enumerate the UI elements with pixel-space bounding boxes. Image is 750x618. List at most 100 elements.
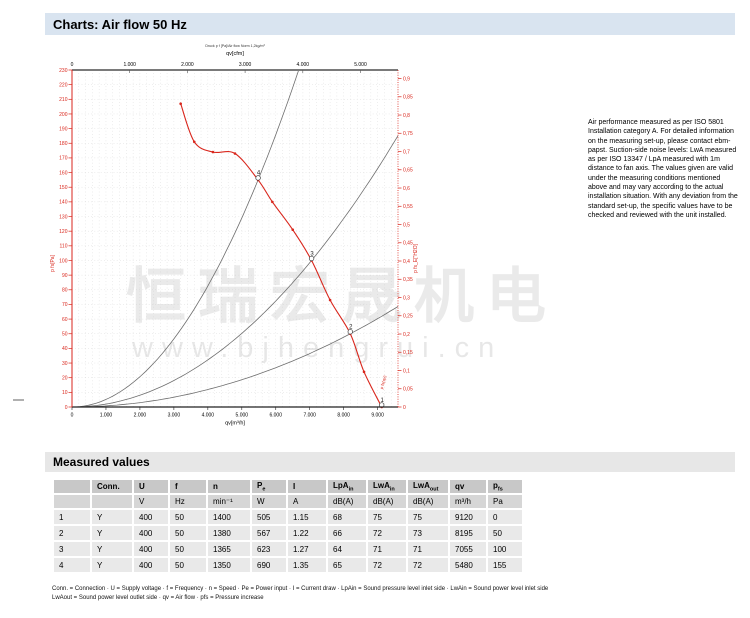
col-unit-7: dB(A) [328,495,366,508]
abbreviations-footnote: Conn. = Connection · U = Supply voltage … [52,585,742,603]
left-axis-tick-label: 120 [59,229,68,235]
measured-values-section-bar: Measured values [45,452,735,472]
cell-r3-c3: 50 [170,542,206,556]
right-axis-tick-label: 0,15 [403,350,413,356]
left-axis-tick-label: 10 [62,390,68,396]
cell-r4-c0: 4 [54,558,90,572]
top-axis-tick-label: 0 [71,62,74,68]
left-axis-tick-label: 150 [59,185,68,191]
col-unit-1 [92,495,132,508]
col-header-9: LwAout [408,480,448,493]
right-axis-tick-label: 0,25 [403,314,413,320]
left-axis-tick-label: 30 [62,361,68,367]
cell-r4-c11: 155 [488,558,522,572]
bottom-axis-tick-label: 0 [71,413,74,419]
page-margin-mark [13,399,24,401]
right-axis-tick-label: 0 [403,405,406,411]
top-axis-title: qv[cfm] [226,51,244,57]
cell-r3-c2: 400 [134,542,168,556]
cell-r1-c2: 400 [134,510,168,524]
cell-r3-c9: 71 [408,542,448,556]
left-axis-title: p fs[Pa] [50,254,56,272]
right-axis-tick-label: 0,55 [403,204,413,210]
cell-r4-c3: 50 [170,558,206,572]
left-axis-tick-label: 60 [62,317,68,323]
right-axis-tick-label: 0,35 [403,277,413,283]
col-header-0 [54,480,90,493]
left-axis-tick-label: 190 [59,126,68,132]
cell-r3-c7: 64 [328,542,366,556]
system-curve-1 [71,69,300,408]
operating-point-3 [308,255,315,262]
cell-r1-c3: 50 [170,510,206,524]
left-axis-tick-label: 220 [59,82,68,88]
bottom-axis-tick-label: 7.000 [303,413,316,419]
right-axis-tick-label: 0,75 [403,131,413,137]
cell-r4-c8: 72 [368,558,406,572]
bottom-axis-tick-label: 5.000 [236,413,249,419]
table-row-3: 3 Y 400 50 1365 623 1.27 64 71 71 7055 100 [54,542,522,556]
left-axis-tick-label: 160 [59,170,68,176]
cell-r1-c9: 75 [408,510,448,524]
bottom-axis-tick-label: 9.000 [371,413,384,419]
chart-subtitle: Druck p f [Pa]/Air flow Norm 1,2kg/m³ [205,44,265,48]
col-header-11: pfs [488,480,522,493]
cell-r3-c1: Y [92,542,132,556]
col-header-5: Pe [252,480,286,493]
right-axis-tick-label: 0,05 [403,387,413,393]
left-axis-tick-label: 80 [62,288,68,294]
left-axis-tick-label: 50 [62,332,68,338]
operating-point-label-4: 4 [257,171,261,177]
col-header-7: LpAin [328,480,366,493]
col-header-8: LwAin [368,480,406,493]
right-axis-tick-label: 0,3 [403,295,410,301]
cell-r2-c11: 50 [488,526,522,540]
cell-r1-c1: Y [92,510,132,524]
top-axis-tick-label: 3.000 [239,62,252,68]
left-axis-tick-label: 0 [65,405,68,411]
fan-curve-dot-1 [192,140,196,144]
col-header-6: I [288,480,326,493]
col-unit-10: m³/h [450,495,486,508]
left-axis-tick-label: 90 [62,273,68,279]
table-row-4: 4 Y 400 50 1350 690 1.35 65 72 72 5480 155 [54,558,522,572]
cell-r3-c11: 100 [488,542,522,556]
right-axis-tick-label: 0,6 [403,186,410,192]
bottom-axis-tick-label: 1.000 [100,413,113,419]
col-header-10: qv [450,480,486,493]
col-header-4: n [208,480,250,493]
bottom-axis-tick-label: 6.000 [269,413,282,419]
operating-point-label-1: 1 [381,398,385,404]
cell-r2-c1: Y [92,526,132,540]
left-axis-tick-label: 100 [59,258,68,264]
fan-curve [180,103,383,408]
cell-r1-c4: 1400 [208,510,250,524]
bottom-axis-title: qv[m³/h] [225,421,245,427]
cell-r4-c4: 1350 [208,558,250,572]
fan-curve-dot-8 [328,298,332,302]
operating-point-2 [347,329,353,335]
cell-r2-c8: 72 [368,526,406,540]
right-axis-tick-label: 0,5 [403,222,410,228]
cell-r2-c0: 2 [54,526,90,540]
cell-r1-c10: 9120 [450,510,486,524]
operating-point-label-3: 3 [310,251,314,257]
cell-r3-c8: 71 [368,542,406,556]
measured-values-title: Measured values [53,455,150,469]
system-curve-3 [72,306,399,408]
left-axis-tick-label: 210 [59,97,68,103]
measurement-conditions-note: Air performance measured as per ISO 5801… [588,119,738,219]
bottom-axis-tick-label: 2.000 [134,413,147,419]
col-header-1: Conn. [92,480,132,493]
col-header-2: U [134,480,168,493]
right-axis-tick-label: 0,2 [403,332,410,338]
right-axis-tick-label: 0,65 [403,168,413,174]
cell-r4-c5: 690 [252,558,286,572]
cell-r2-c7: 66 [328,526,366,540]
cell-r4-c1: Y [92,558,132,572]
operating-point-label-2: 2 [349,325,353,331]
top-axis-tick-label: 5.000 [354,62,367,68]
